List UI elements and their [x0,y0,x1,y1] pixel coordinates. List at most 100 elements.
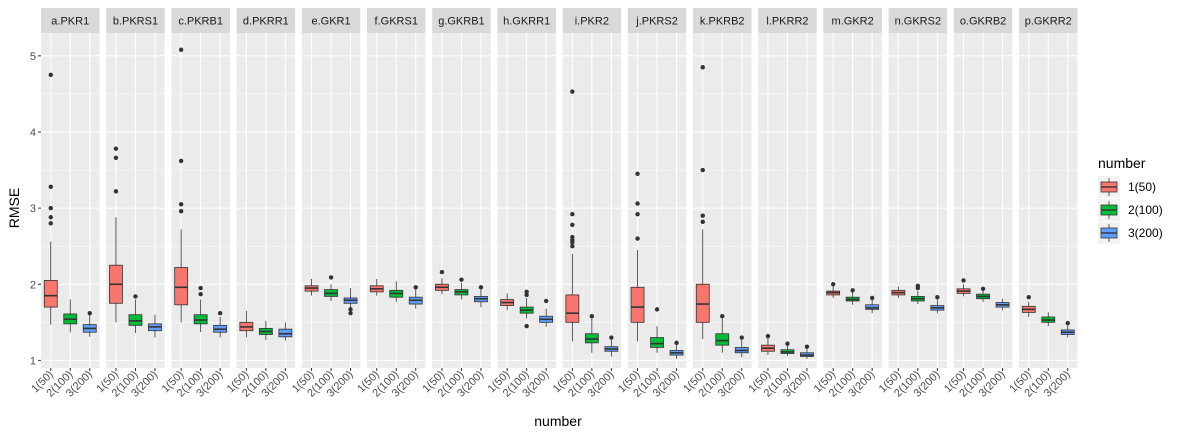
boxplot-box [565,89,580,342]
boxplot-box [109,146,123,323]
outlier-point [1065,320,1070,326]
y-axis: 1 2 3 4 5 [30,51,41,367]
outlier-point [635,171,640,177]
facet-strip [888,8,948,33]
boxplot-box [193,285,208,333]
outlier-point [570,222,575,228]
boxplot-box [650,307,664,353]
outlier-point [198,291,203,297]
boxplot-box [956,278,971,297]
outlier-point [700,213,705,218]
facet-strip [41,8,100,33]
facet-strip [758,8,817,33]
facet-label: p.GKRR2 [1025,16,1072,28]
outlier-point [478,285,484,290]
outlier-point [589,314,595,319]
outlier-point [439,269,445,275]
boxplot-box [1060,320,1075,338]
legend-title: number [1098,155,1146,171]
boxplot-box [474,285,488,308]
box-iqr [565,294,580,323]
boxplot-box [128,294,143,333]
outlier-point [133,294,138,299]
boxplot-box [604,335,619,357]
boxplot-box [910,283,925,305]
outlier-point [178,202,184,207]
boxplot-box [454,277,469,300]
y-tick-label: 1 [30,355,36,367]
boxplot-box [1021,294,1036,317]
facet-strip [1019,8,1078,33]
box-iqr [43,280,58,308]
facet-label: f.GKRS1 [375,16,418,28]
y-tick-label: 2 [30,279,36,291]
outlier-point [524,289,529,295]
outlier-point [178,47,184,52]
facet-strip [497,8,556,33]
boxplot-box [891,286,906,298]
facet-strip [627,8,687,33]
legend-entry-label: 3(200) [1128,226,1163,240]
outlier-point [700,167,705,173]
facet-label: h.GKRR1 [503,16,550,28]
legend: number 1(50) 2(100) 3(200) [1098,155,1163,244]
box-iqr [174,267,189,306]
outlier-point [178,208,184,214]
outlier-point [178,158,184,164]
facet-strip [953,8,1013,33]
outlier-point [765,333,771,339]
boxplot-box [82,310,97,337]
facet-label: n.GKRS2 [895,16,941,28]
outlier-point [915,283,921,288]
outlier-point [113,155,119,161]
boxplot-box [258,320,273,340]
outlier-point [609,335,614,340]
boxplot-box [669,340,684,359]
outlier-point [635,212,640,217]
boxplot-box [976,286,990,302]
boxplot-box [539,298,554,327]
boxplot-box [826,282,841,298]
facet-label: l.PKRR2 [766,16,808,28]
outlier-point [328,275,334,280]
boxplot-box [865,295,880,314]
outlier-point [113,189,119,194]
outlier-point [961,278,966,283]
outlier-point [348,310,353,316]
facet-label: e.GKR1 [311,16,350,28]
boxplot-box [995,298,1010,311]
boxplot-box [148,314,162,338]
facet-strip [171,8,230,33]
boxplot-box [845,288,860,305]
outlier-point [524,323,529,329]
facet-label: k.PKRB2 [700,16,745,28]
boxplot-box [435,269,449,295]
legend-entry-label: 2(100) [1128,203,1163,217]
outlier-point [113,146,119,151]
box-iqr [715,333,730,346]
outlier-point [635,236,640,241]
facet-label: m.GKR2 [832,16,874,28]
boxplot-box [800,344,814,359]
facet-strip [301,8,361,33]
outlier-point [700,219,705,225]
boxplot-box [761,333,775,356]
outlier-point [570,212,575,217]
boxplot-box [695,65,710,340]
outlier-point [198,285,203,291]
box-iqr [650,337,664,348]
facet-strip [823,8,882,33]
outlier-point [87,310,92,316]
outlier-point [1026,294,1031,300]
boxplot-box [584,314,599,353]
boxplot-box [43,72,58,325]
